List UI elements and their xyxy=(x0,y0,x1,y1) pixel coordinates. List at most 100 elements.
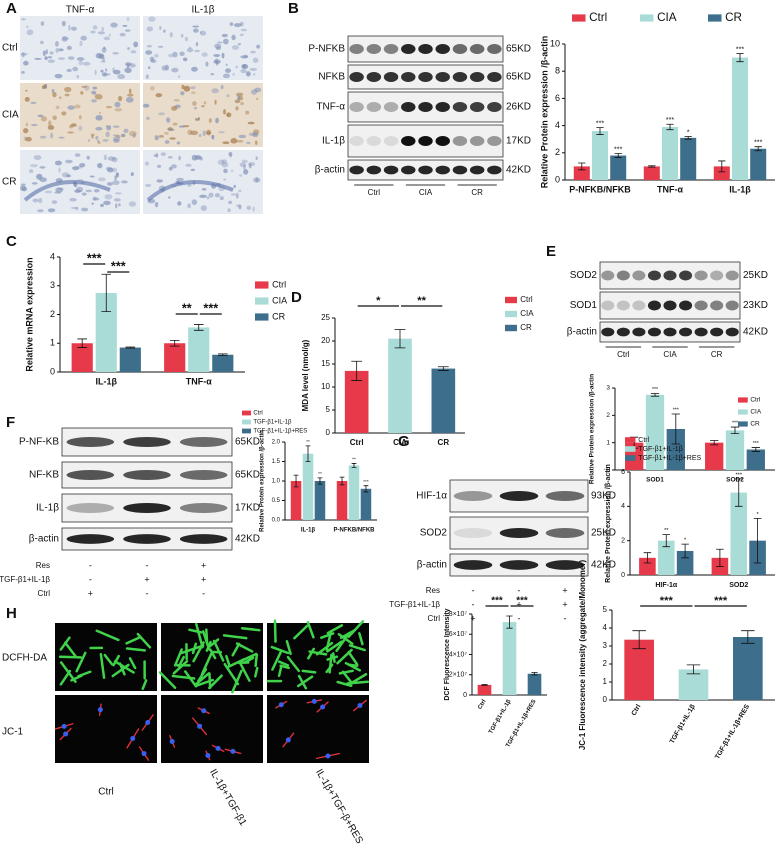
error-bar xyxy=(718,160,726,173)
tissue-cell xyxy=(238,189,242,193)
blot-band xyxy=(487,44,502,54)
tissue-cell xyxy=(228,152,233,157)
tissue-cell xyxy=(221,162,229,168)
tissue-cell xyxy=(126,17,130,21)
tissue-cell xyxy=(120,180,128,184)
tissue-cell xyxy=(239,174,243,177)
condition-mark: + xyxy=(470,613,475,623)
tissue-cell xyxy=(42,50,47,56)
tissue-cell xyxy=(154,53,159,58)
tissue-cell xyxy=(229,22,234,26)
tissue-cell xyxy=(40,116,48,122)
blot-row-label: P-NFKB xyxy=(308,44,345,55)
tissue-cell xyxy=(233,23,242,28)
tissue-cell xyxy=(237,43,241,46)
x-tick-label: TGF-β1+IL-1β xyxy=(488,698,513,735)
tissue-cell xyxy=(38,197,43,204)
blot-size-label: 25KD xyxy=(743,270,768,281)
nucleus xyxy=(278,702,284,708)
error-bar xyxy=(753,517,762,564)
tissue-cell xyxy=(66,68,72,73)
tissue-cell xyxy=(69,197,77,202)
tissue-cell xyxy=(248,162,252,169)
tissue-cell xyxy=(57,187,64,191)
tissue-cell xyxy=(148,16,156,22)
tissue-cell xyxy=(113,138,120,143)
legend-label: Ctrl xyxy=(272,279,286,289)
blot-row-label: β-actin xyxy=(417,560,447,571)
tissue-cell xyxy=(100,69,104,73)
tissue-cell xyxy=(252,206,255,213)
tissue-cell xyxy=(190,168,196,172)
blot-band xyxy=(710,300,724,311)
legend-swatch xyxy=(625,446,636,452)
blot-row-label: SOD1 xyxy=(570,300,598,311)
tissue-cell xyxy=(87,139,91,143)
tissue-cell xyxy=(72,66,79,72)
bar xyxy=(725,430,745,470)
tissue-cell xyxy=(223,38,229,45)
bar xyxy=(645,394,665,470)
y-tick-label: 2.0 xyxy=(272,440,281,446)
y-tick-label: 0 xyxy=(463,692,467,699)
tissue-cell xyxy=(114,192,122,195)
green-cell xyxy=(208,672,212,689)
tissue-cell xyxy=(47,208,56,213)
green-cell xyxy=(347,663,359,668)
tissue-cell xyxy=(111,156,118,163)
tissue-cell xyxy=(30,101,37,105)
blot-band xyxy=(383,102,399,112)
tissue-cell xyxy=(107,156,116,161)
x-tick-label: CR xyxy=(438,438,450,447)
tissue-cell xyxy=(246,141,251,145)
x-tick-label: Ctrl xyxy=(631,703,643,717)
green-cell xyxy=(208,674,223,690)
blot-band xyxy=(601,300,615,311)
blot-band xyxy=(123,470,171,480)
y-tick-label: 3 xyxy=(606,385,610,392)
blot-band xyxy=(601,270,615,281)
tissue-cell xyxy=(235,192,239,199)
tissue-cell xyxy=(180,91,185,96)
blot-band xyxy=(366,165,382,175)
blot-band xyxy=(694,327,708,337)
tissue-cell xyxy=(191,154,198,161)
bar xyxy=(746,449,765,470)
tissue-cell xyxy=(142,103,150,108)
tissue-cell xyxy=(238,204,242,210)
tissue-cell xyxy=(80,35,87,41)
tissue-cell xyxy=(115,134,121,139)
y-axis-label: Relative Protein expression /β-actin xyxy=(539,36,549,189)
green-cell xyxy=(339,629,356,640)
nucleus xyxy=(215,745,221,751)
error-bar xyxy=(351,463,357,468)
error-bar xyxy=(614,153,622,158)
y-tick-label: 4 xyxy=(621,503,625,510)
tissue-cell xyxy=(114,101,121,108)
error-bar xyxy=(734,478,743,507)
y-tick-label: 4×10⁷ xyxy=(449,651,468,658)
tissue-cell xyxy=(173,99,180,102)
tissue-cell xyxy=(158,135,164,138)
green-cell xyxy=(70,674,83,682)
error-bar xyxy=(217,353,228,357)
nucleus xyxy=(61,723,67,729)
tissue-cell xyxy=(144,161,150,166)
tissue-cell xyxy=(145,183,152,187)
tissue-cell xyxy=(202,130,206,137)
y-tick-label: 6×10⁷ xyxy=(449,631,468,638)
tissue-cell xyxy=(235,65,238,69)
green-cell xyxy=(173,648,183,667)
bar xyxy=(212,354,234,372)
row-label: JC-1 xyxy=(2,727,24,738)
tissue-cell xyxy=(66,45,72,50)
green-cell xyxy=(336,680,353,688)
y-axis-label: JC-1 Fluorescence intensity (aggregate/M… xyxy=(578,560,587,751)
blot-band xyxy=(123,503,171,513)
x-tick-label: TNF-α xyxy=(186,376,212,386)
column-label: IL-1β xyxy=(192,5,215,16)
tissue-cell xyxy=(222,73,231,79)
tissue-cell xyxy=(176,177,184,182)
panel-label: C xyxy=(6,233,17,250)
